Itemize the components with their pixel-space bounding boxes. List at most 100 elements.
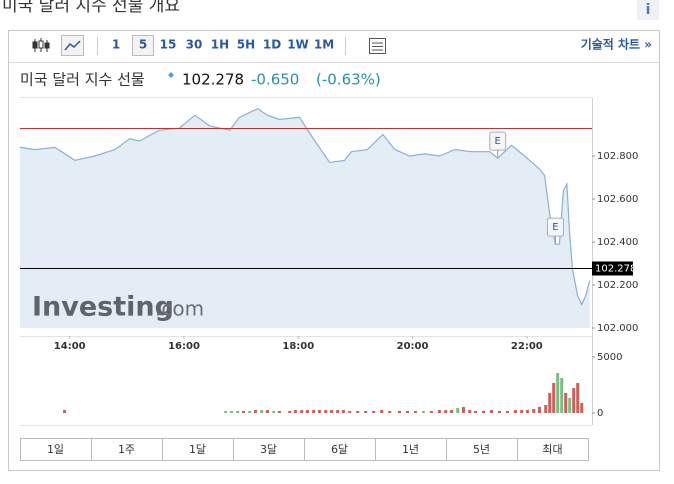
volume-bar bbox=[288, 410, 292, 413]
volume-bar bbox=[248, 410, 252, 413]
volume-bar bbox=[560, 377, 564, 413]
price-area bbox=[20, 108, 590, 328]
x-tick-label: 18:00 bbox=[282, 341, 314, 352]
volume-bar bbox=[388, 410, 392, 413]
y-tick-label: 102.400 bbox=[597, 237, 638, 248]
volume-bar bbox=[356, 410, 360, 413]
volume-bar bbox=[537, 406, 541, 413]
price-tag bbox=[592, 261, 633, 276]
volume-bar bbox=[481, 410, 485, 413]
interval-selected[interactable] bbox=[132, 35, 154, 56]
volume-bar bbox=[544, 405, 548, 413]
range-tab-label[interactable]: 1주 bbox=[118, 443, 135, 456]
y-tick-label: 5000 bbox=[597, 352, 622, 363]
volume-bar bbox=[532, 408, 536, 413]
volume-bar bbox=[468, 409, 472, 413]
volume-bar bbox=[324, 409, 328, 413]
volume-bar bbox=[277, 410, 281, 413]
info-icon[interactable]: i bbox=[646, 2, 651, 18]
candle-icon[interactable] bbox=[32, 38, 50, 52]
x-tick-label: 22:00 bbox=[511, 341, 543, 352]
technical-chart-link[interactable]: 기술적 차트 » bbox=[581, 37, 652, 52]
volume-bar bbox=[300, 409, 304, 413]
volume-bar bbox=[372, 410, 376, 413]
interval-button[interactable]: 5 bbox=[139, 38, 147, 52]
quote-change: -0.650 bbox=[251, 71, 299, 89]
volume-bar bbox=[520, 409, 524, 413]
interval-button[interactable]: 15 bbox=[160, 38, 177, 52]
volume-bar bbox=[260, 409, 264, 413]
volume-bar bbox=[449, 409, 453, 413]
table-icon[interactable] bbox=[369, 38, 386, 54]
volume-bar bbox=[312, 409, 316, 413]
y-tick-label: 102.000 bbox=[597, 323, 638, 334]
volume-bar bbox=[437, 409, 441, 413]
interval-button[interactable]: 1W bbox=[287, 38, 309, 52]
event-label: E bbox=[495, 136, 501, 147]
quote-name: 미국 달러 지수 선물 bbox=[20, 71, 145, 89]
volume-bar bbox=[63, 409, 67, 413]
page-title: 미국 달러 지수 선물 개요 bbox=[2, 0, 180, 16]
volume-bar bbox=[317, 409, 321, 413]
volume-bar bbox=[556, 373, 560, 413]
interval-button[interactable]: 1D bbox=[263, 38, 281, 52]
volume-bar bbox=[224, 410, 228, 413]
x-tick-label: 20:00 bbox=[397, 341, 429, 352]
interval-button[interactable]: 1H bbox=[211, 38, 229, 52]
volume-bar bbox=[576, 382, 580, 413]
watermark-brand: Investing bbox=[32, 292, 174, 323]
range-tab-label[interactable]: 6달 bbox=[331, 443, 348, 456]
range-tab-label[interactable]: 3달 bbox=[260, 443, 277, 456]
range-tab-label[interactable]: 1년 bbox=[402, 443, 419, 456]
volume-bar bbox=[380, 409, 384, 413]
volume-bar bbox=[413, 410, 417, 413]
quote-price: 102.278 bbox=[182, 71, 244, 89]
volume-bar bbox=[341, 409, 345, 413]
volume-bar bbox=[473, 410, 477, 413]
event-marker[interactable] bbox=[489, 131, 507, 151]
volume-bar bbox=[456, 407, 460, 413]
range-tab-label[interactable]: 최대 bbox=[542, 443, 562, 456]
event-label: E bbox=[552, 222, 558, 233]
volume-bar bbox=[241, 410, 245, 413]
volume-bar bbox=[348, 410, 352, 413]
y-tick-label: 102.800 bbox=[597, 151, 638, 162]
volume-bar bbox=[461, 406, 465, 413]
volume-bar bbox=[329, 409, 333, 413]
volume-bar bbox=[236, 410, 240, 413]
volume-bar bbox=[525, 409, 529, 413]
y-tick-label: 0 bbox=[597, 408, 603, 419]
volume-bar bbox=[229, 410, 233, 413]
y-tick-label: 102.600 bbox=[597, 194, 638, 205]
y-tick-label: 102.200 bbox=[597, 280, 638, 291]
volume-bar bbox=[421, 410, 425, 413]
event-marker[interactable] bbox=[546, 217, 564, 237]
quote-indicator bbox=[168, 72, 174, 78]
interval-button[interactable]: 1M bbox=[314, 38, 334, 52]
volume-bar bbox=[564, 392, 568, 413]
range-tab-label[interactable]: 1일 bbox=[47, 442, 64, 456]
volume-bar bbox=[429, 410, 433, 413]
volume-bar bbox=[253, 409, 257, 413]
quote-change-pct: (-0.63%) bbox=[316, 71, 381, 89]
volume-bar bbox=[265, 409, 269, 413]
info-button[interactable] bbox=[637, 0, 659, 20]
range-tab[interactable] bbox=[517, 438, 589, 461]
volume-bar bbox=[364, 410, 368, 413]
interval-button[interactable]: 5H bbox=[237, 38, 255, 52]
volume-bar bbox=[568, 397, 572, 413]
watermark-suffix: .com bbox=[155, 297, 204, 321]
volume-bar bbox=[497, 410, 501, 413]
interval-button[interactable]: 30 bbox=[186, 38, 203, 52]
watermark: Investing .com bbox=[32, 292, 204, 323]
range-tab-label[interactable]: 1달 bbox=[189, 443, 206, 456]
widget-frame bbox=[8, 30, 660, 471]
volume-bar bbox=[513, 409, 517, 413]
volume-bar bbox=[552, 382, 556, 413]
volume-bar bbox=[272, 410, 276, 413]
volume-bar bbox=[489, 409, 493, 413]
volume-bar bbox=[293, 409, 297, 413]
range-tab-label[interactable]: 5년 bbox=[473, 443, 490, 456]
interval-button[interactable]: 1 bbox=[112, 38, 120, 52]
